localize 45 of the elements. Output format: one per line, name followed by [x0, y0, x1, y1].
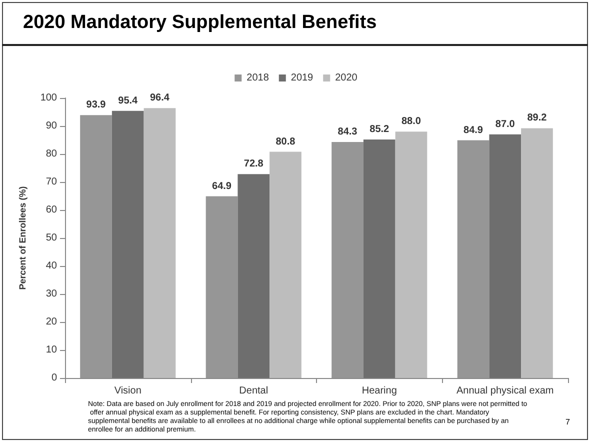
- legend-label: 2019: [290, 72, 314, 84]
- text: 84.3: [338, 126, 358, 138]
- text: 80.8: [276, 136, 296, 148]
- x-tick-label: Dental: [239, 386, 268, 396]
- text: 72.8: [244, 158, 264, 170]
- bar: [395, 132, 428, 378]
- text: 87.0: [495, 118, 515, 130]
- text: 95.4: [118, 95, 138, 106]
- y-tick-label: 20: [46, 316, 58, 328]
- bar: [238, 174, 270, 378]
- text: 7: [566, 418, 571, 426]
- text: 85.2: [370, 124, 390, 135]
- text: 96.4: [150, 92, 170, 104]
- y-tick-label: 50: [46, 232, 58, 244]
- bar: [206, 196, 238, 378]
- bar: [363, 139, 396, 378]
- chart-title: 2020 Mandatory Supplemental Benefits: [23, 12, 377, 33]
- bar: [112, 110, 144, 378]
- text: 93.9: [86, 100, 106, 111]
- text: 64.9: [212, 180, 232, 192]
- bar: [80, 115, 112, 378]
- text: 84.9: [464, 124, 484, 136]
- y-tick-label: 60: [46, 204, 58, 216]
- legend-label: 2020: [335, 72, 358, 84]
- x-tick-label: Annual physical exam: [456, 386, 554, 396]
- y-tick-label: 0: [51, 372, 58, 384]
- y-tick-label: 30: [46, 288, 58, 300]
- bar: [270, 152, 302, 378]
- bar: [332, 142, 364, 378]
- bar: [521, 128, 553, 378]
- y-tick-label: 90: [46, 120, 58, 132]
- y-tick-label: 70: [46, 176, 58, 188]
- x-tick-label: Vision: [114, 386, 142, 396]
- y-tick-label: 40: [46, 260, 58, 272]
- x-tick-label: Hearing: [362, 386, 397, 396]
- y-axis-title: Percent of Enrollees (%): [18, 186, 28, 290]
- bar: [457, 140, 490, 378]
- text: 89.2: [527, 112, 547, 124]
- legend-label: 2018: [246, 72, 270, 84]
- y-tick-label: 10: [46, 344, 58, 356]
- bar: [489, 134, 522, 378]
- bar: [144, 108, 176, 378]
- text: 88.0: [401, 116, 421, 128]
- y-tick-label: 100: [40, 92, 58, 104]
- y-tick-label: 80: [46, 148, 58, 160]
